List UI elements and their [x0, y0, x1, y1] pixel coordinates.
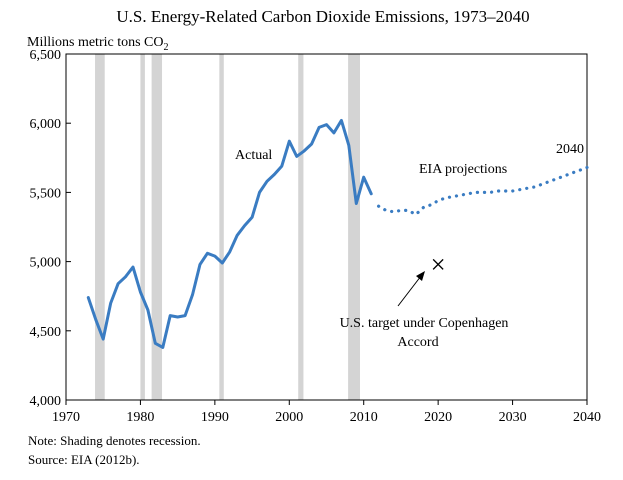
target-x-stroke [432, 258, 444, 270]
x-tick-label: 1980 [126, 410, 154, 425]
target-arrow-head [416, 271, 425, 281]
recession-band-5 [298, 54, 304, 400]
y-axis: 4,000 4,500 5,000 5,500 6,000 6,500 [30, 48, 71, 409]
y-axis-unit-label: Millions metric tons CO2 [27, 35, 169, 53]
y-tick-label: 6,000 [30, 117, 62, 132]
recession-band-2 [140, 54, 145, 400]
x-tick-label: 1990 [201, 410, 229, 425]
chart-title: U.S. Energy-Related Carbon Dioxide Emiss… [116, 7, 529, 26]
y-tick-label: 5,000 [30, 256, 62, 271]
y-tick-label: 5,500 [30, 186, 62, 201]
annotation-eia-projections: EIA projections [419, 162, 507, 177]
recession-band-3 [151, 54, 163, 400]
x-tick-label: 2030 [499, 410, 527, 425]
series-actual-line [86, 118, 373, 349]
recession-shading [95, 54, 360, 400]
recession-band-1 [95, 54, 105, 400]
copenhagen-target-marker [432, 258, 444, 270]
recession-band-6 [348, 54, 360, 400]
plot-frame [65, 53, 588, 401]
chart-notes: Note: Shading denotes recession. Source:… [28, 431, 201, 469]
y-tick-label: 4,000 [30, 394, 62, 409]
y-tick-label: 6,500 [30, 48, 62, 63]
annotation-target-line2: Accord [397, 335, 438, 350]
x-tick-label: 2040 [573, 410, 601, 425]
series-projection-line [377, 165, 589, 217]
x-tick-label: 2010 [350, 410, 378, 425]
note-source: Source: EIA (2012b). [28, 452, 140, 467]
y-axis-unit-text: Millions metric tons CO [27, 35, 164, 50]
x-tick-label: 2000 [275, 410, 303, 425]
x-axis: 1970 1980 1990 2000 2010 2020 2030 2040 [52, 400, 601, 425]
y-tick-label: 4,500 [30, 325, 62, 340]
x-tick-label: 2020 [424, 410, 452, 425]
target-arrow-line [397, 275, 422, 307]
annotation-actual: Actual [235, 148, 272, 163]
recession-band-4 [219, 54, 224, 400]
annotation-2040: 2040 [556, 142, 584, 157]
y-axis-unit-subscript: 2 [164, 42, 169, 53]
x-tick-label: 1970 [52, 410, 80, 425]
note-shading: Note: Shading denotes recession. [28, 433, 201, 448]
annotation-target-line1: U.S. target under Copenhagen [340, 316, 509, 331]
